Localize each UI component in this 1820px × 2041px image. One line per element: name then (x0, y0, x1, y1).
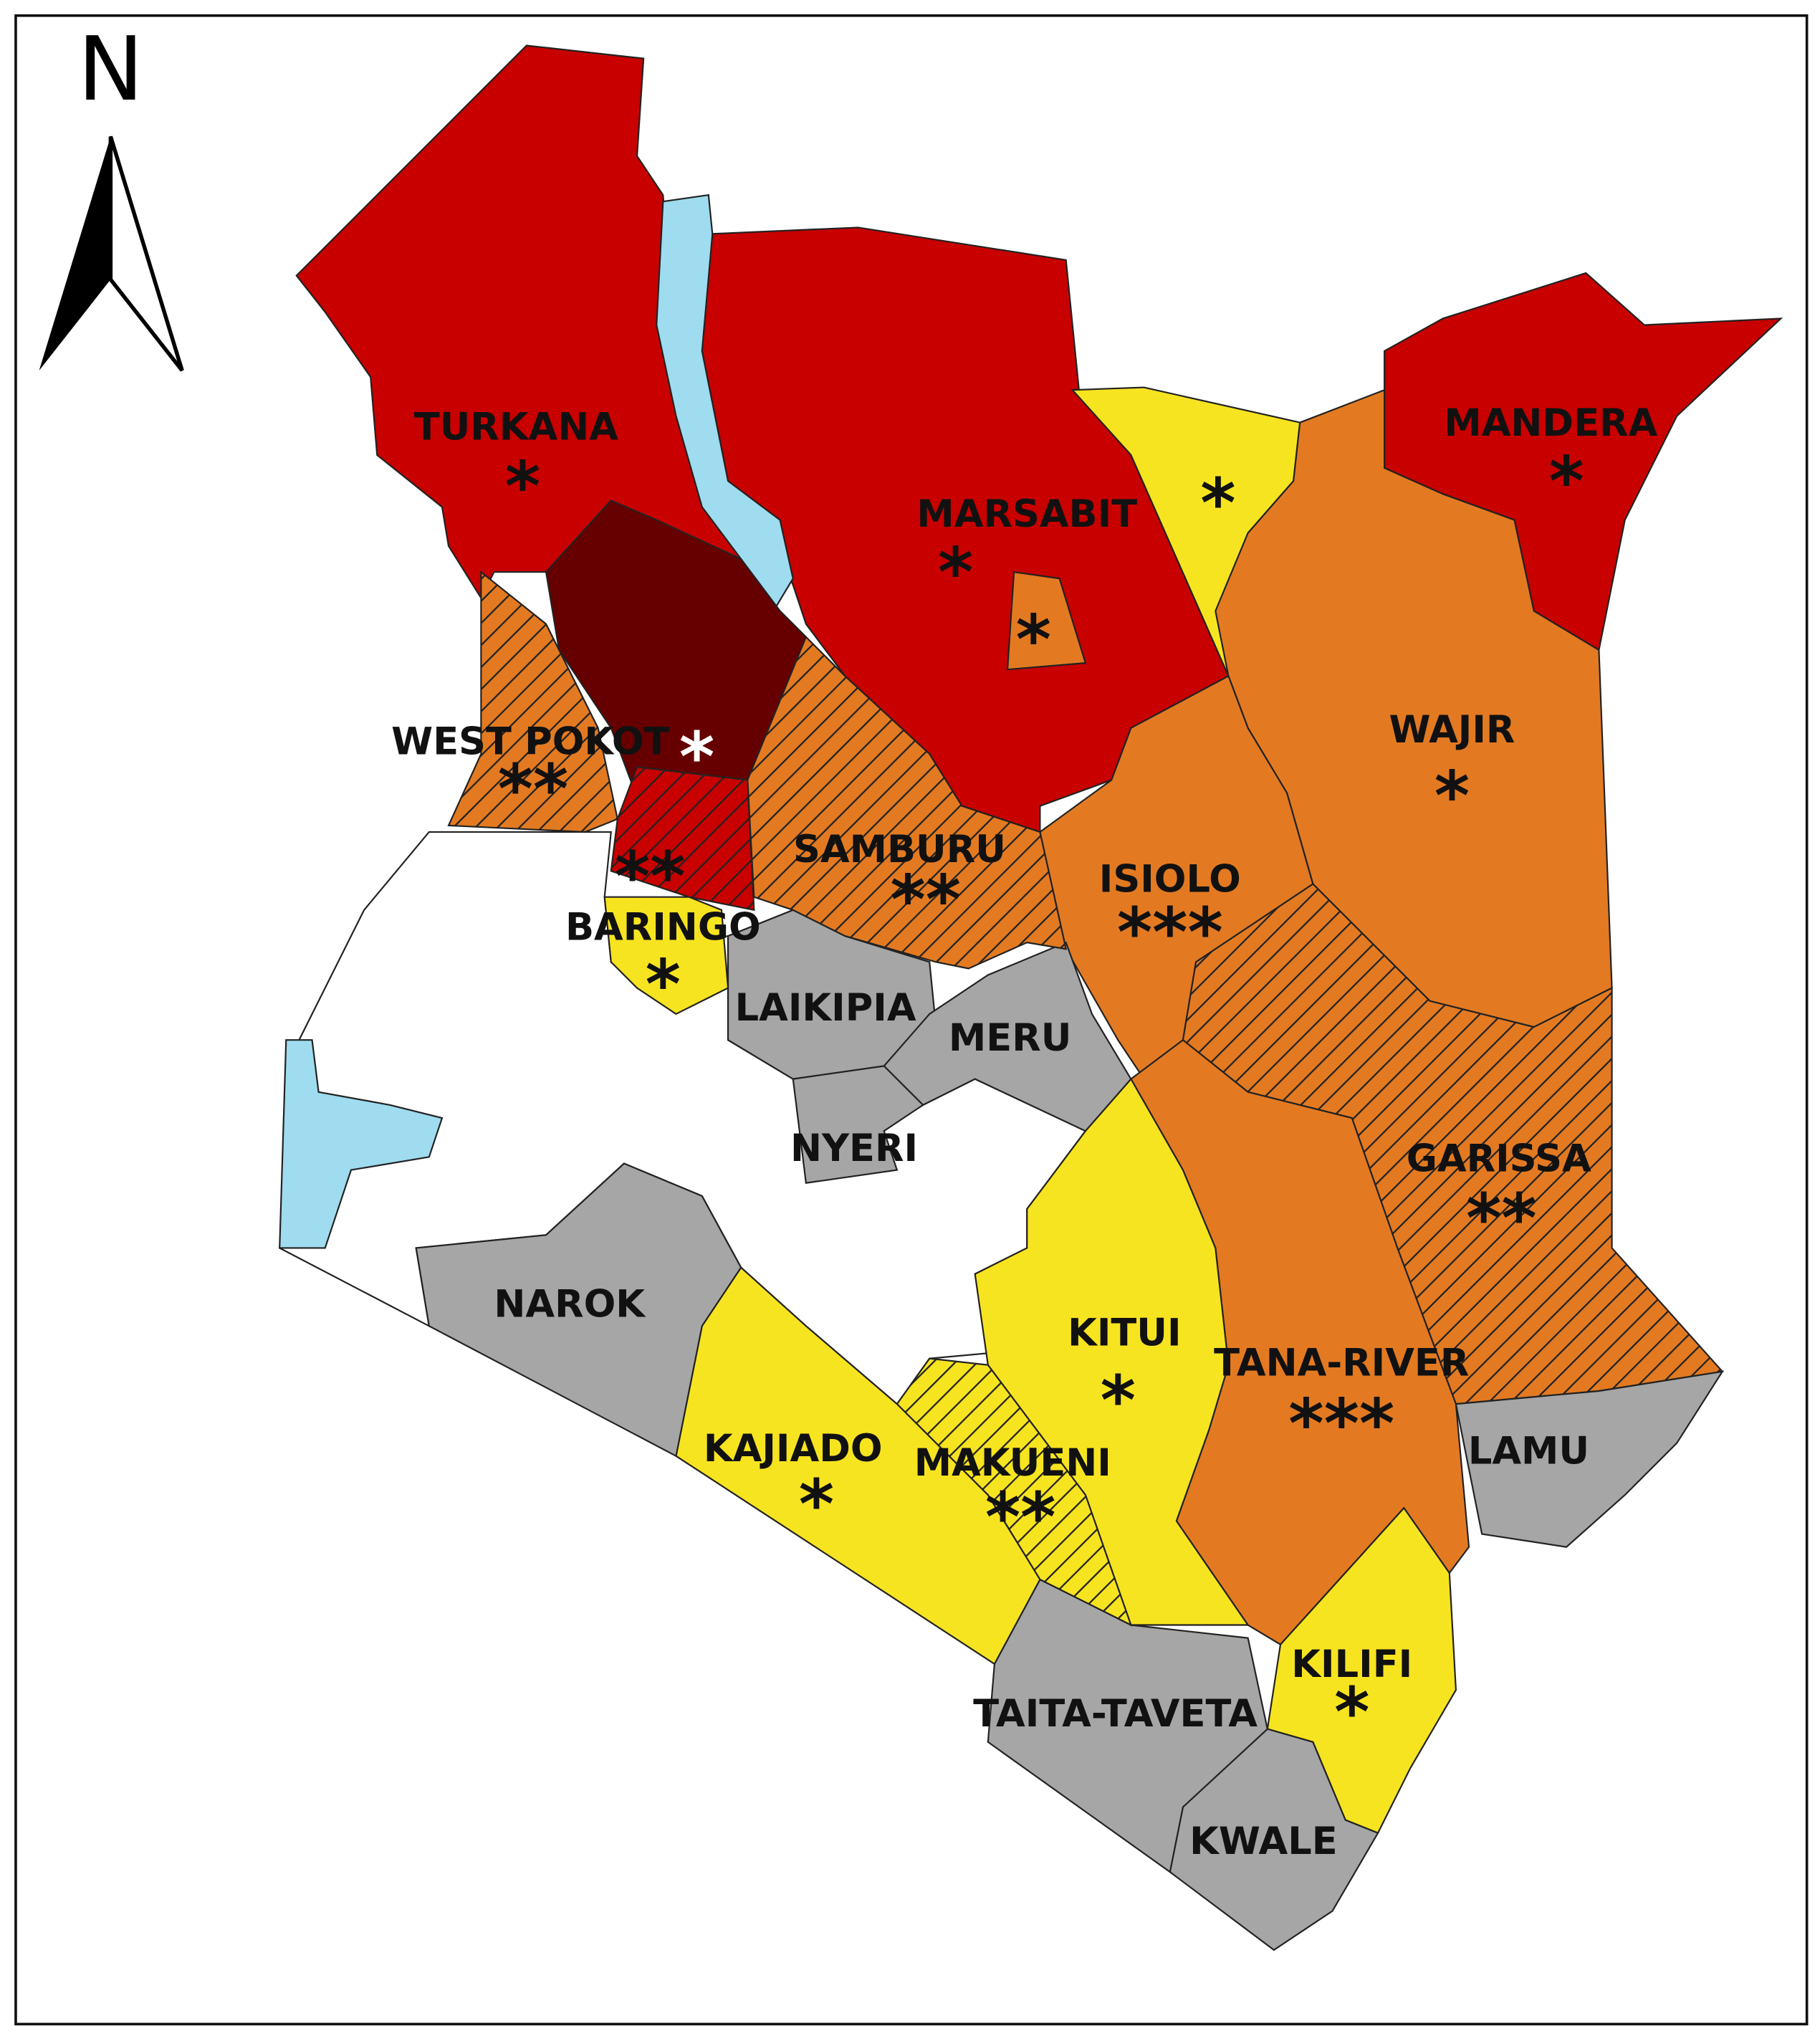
county-stars: * (1334, 1673, 1369, 1752)
county-label: WEST POKOT (391, 720, 669, 763)
region (447, 570, 619, 833)
north-label: N (77, 19, 143, 121)
marker-stars: * (679, 718, 714, 797)
county-label: LAMU (1468, 1430, 1589, 1473)
county-stars: * (646, 945, 681, 1024)
region (1006, 570, 1087, 671)
marker-stars: ** (615, 838, 686, 917)
county-stars: ** (1466, 1180, 1537, 1258)
arrow-left (39, 136, 111, 371)
county-stars: *** (1117, 894, 1223, 972)
county-stars: ** (498, 750, 569, 829)
arrow-right (108, 135, 184, 372)
county-label: MERU (949, 1016, 1071, 1060)
county-label: ISIOLO (1099, 858, 1241, 902)
county-label: NAROK (494, 1283, 646, 1327)
county-label: KWALE (1189, 1820, 1338, 1863)
lake (656, 193, 794, 613)
county-stars: * (1548, 442, 1584, 521)
county-stars: ** (985, 1478, 1056, 1557)
county-stars: * (1101, 1362, 1136, 1440)
county-label: BARINGO (565, 906, 761, 950)
county-stars: * (505, 448, 540, 527)
lake (279, 1039, 444, 1249)
county-label: TURKANA (414, 405, 619, 449)
county-label: NYERI (790, 1127, 918, 1170)
county-stars: ** (890, 861, 961, 940)
county-stars: * (938, 533, 973, 612)
labels: TURKANA* MARSABIT*MANDERA*WAJIR*WEST POKO… (391, 401, 1657, 1863)
county-label: TAITA-TAVETA (973, 1692, 1258, 1736)
county-label: MAKUENI (914, 1441, 1111, 1485)
county-label: SAMBURU (793, 828, 1006, 871)
region (603, 896, 729, 1015)
county-label: KITUI (1068, 1311, 1181, 1355)
region (415, 1162, 742, 1458)
regions (279, 44, 1783, 1951)
region (792, 1065, 924, 1184)
county-label: MARSABIT (916, 492, 1137, 536)
county-stars: * (799, 1466, 834, 1544)
county-label: TANA-RIVER (1214, 1341, 1469, 1385)
county-label: WAJIR (1389, 708, 1515, 752)
county-label: KAJIADO (704, 1427, 883, 1471)
marker-stars: * (1200, 464, 1235, 543)
county-stars: *** (1288, 1385, 1394, 1463)
region (1455, 1370, 1724, 1548)
county-label: MANDERA (1444, 401, 1657, 445)
county-stars: * (1435, 757, 1470, 836)
marker-stars: * (1016, 601, 1051, 680)
county-label: KILIFI (1291, 1643, 1412, 1686)
region (1169, 1728, 1379, 1951)
county-label: LAIKIPIA (735, 986, 916, 1030)
north-arrow: N (39, 19, 184, 372)
county-label: GARISSA (1407, 1137, 1591, 1181)
